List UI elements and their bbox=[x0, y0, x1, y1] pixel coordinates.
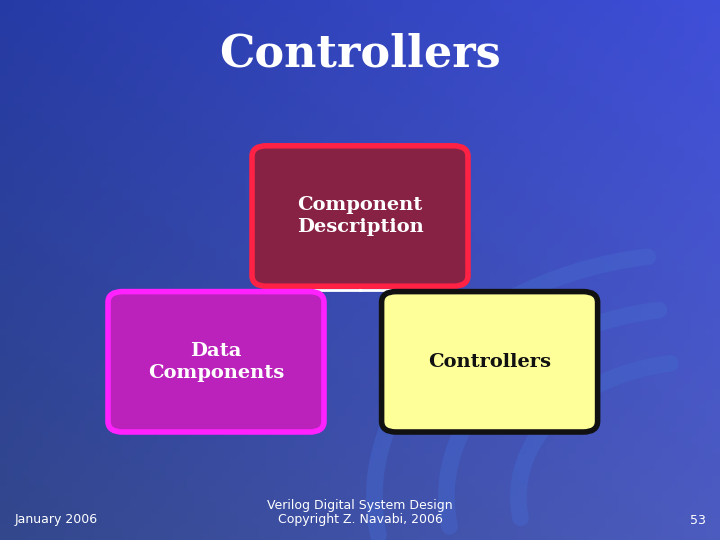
Text: Controllers: Controllers bbox=[428, 353, 551, 371]
Text: January 2006: January 2006 bbox=[14, 514, 97, 526]
Text: Controllers: Controllers bbox=[219, 32, 501, 76]
FancyBboxPatch shape bbox=[382, 292, 598, 432]
Text: Data
Components: Data Components bbox=[148, 342, 284, 382]
FancyBboxPatch shape bbox=[108, 292, 324, 432]
FancyBboxPatch shape bbox=[252, 146, 468, 286]
Text: Verilog Digital System Design
Copyright Z. Navabi, 2006: Verilog Digital System Design Copyright … bbox=[267, 498, 453, 526]
Text: Component
Description: Component Description bbox=[297, 196, 423, 236]
Text: 53: 53 bbox=[690, 514, 706, 526]
